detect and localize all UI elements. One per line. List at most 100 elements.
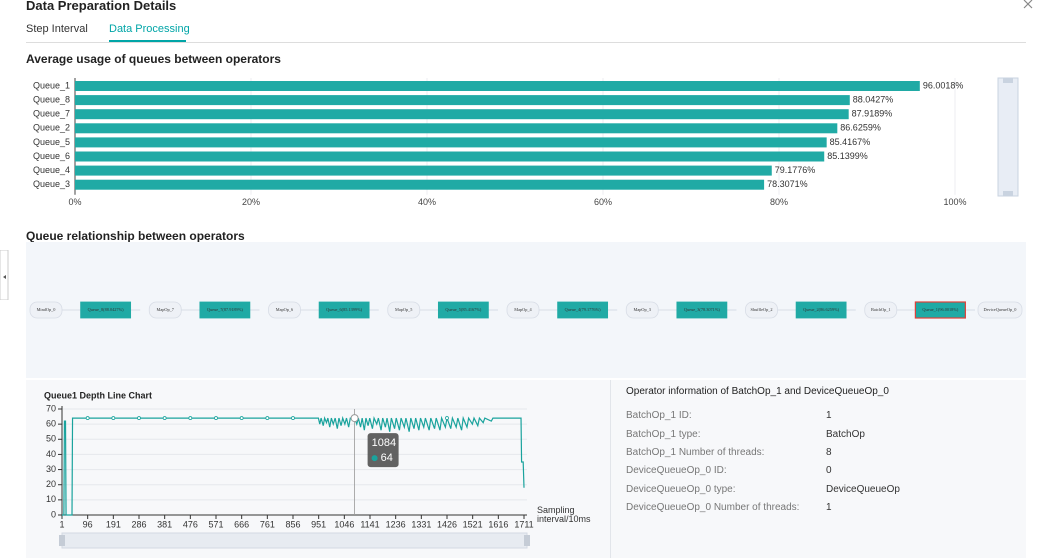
tooltip-point <box>350 414 359 423</box>
queue-node <box>199 301 251 319</box>
tooltip-x: 1084 <box>372 437 396 449</box>
op-node <box>387 301 421 319</box>
node-label: Queue_7(87.9189%) <box>207 307 243 312</box>
value-label: 79.1776% <box>775 165 816 175</box>
line-point <box>265 416 270 420</box>
zoom-handle[interactable] <box>59 535 65 546</box>
info-title: Operator information of BatchOp_1 and De… <box>626 386 889 397</box>
bar <box>75 123 838 134</box>
bottom-panel <box>26 380 1026 558</box>
op-node <box>625 301 659 319</box>
slider-handle[interactable] <box>1003 191 1013 196</box>
line-point <box>214 416 218 420</box>
tab[interactable]: Data Processing <box>109 23 190 35</box>
queue-node <box>557 301 609 319</box>
value-label: 78.3071% <box>767 179 808 189</box>
y-tick-label: 60 <box>46 419 56 429</box>
scroll-slider[interactable] <box>997 77 1019 197</box>
line-point <box>445 416 449 420</box>
slider-handle[interactable] <box>1003 78 1013 83</box>
node-label: MapOp_4 <box>514 307 532 312</box>
op-node <box>506 301 540 319</box>
x-tick-label: 1236 <box>386 519 406 529</box>
bar <box>75 109 849 120</box>
x-tick-label: 476 <box>183 519 198 529</box>
bar <box>75 179 765 190</box>
value-label: 96.0018% <box>923 80 964 90</box>
x-tick-label: 666 <box>234 519 249 529</box>
y-tick-label: 40 <box>46 449 56 459</box>
x-tick-label: 1426 <box>437 519 457 529</box>
line-point <box>239 416 244 420</box>
x-tick-label: 286 <box>131 519 146 529</box>
line-point <box>162 416 167 420</box>
op-node <box>29 301 63 319</box>
info-value: 1 <box>826 410 832 421</box>
side-toggle[interactable] <box>0 250 9 300</box>
node-label: DeviceQueueOp_0 <box>984 307 1017 312</box>
x-tick-label: 1 <box>59 519 64 529</box>
x-tick-label: 1616 <box>488 519 508 529</box>
bar <box>75 165 772 176</box>
x-tick-label: 96 <box>83 519 93 529</box>
op-node <box>864 301 898 319</box>
info-value: 1 <box>826 502 832 513</box>
chart-title: Queue1 Depth Line Chart <box>44 390 152 400</box>
x-tick-label: 100% <box>943 197 966 207</box>
x-tick-label: 1711 <box>514 519 533 529</box>
node-label: MapOp_7 <box>157 307 175 312</box>
info-value: DeviceQueueOp <box>826 484 900 495</box>
zoom-handle[interactable] <box>524 535 530 546</box>
info-label: BatchOp_1 ID: <box>626 410 692 421</box>
x-tick-label: 1046 <box>334 519 354 529</box>
queue-node <box>676 301 728 319</box>
value-label: 85.1399% <box>827 151 868 161</box>
node-label: ShuffleOp_2 <box>750 307 772 312</box>
node-label: Queue_1(96.0018%) <box>922 307 958 312</box>
close-icon[interactable] <box>1022 0 1038 10</box>
tooltip-value: 64 <box>381 452 393 464</box>
info-value: 0 <box>826 465 832 476</box>
x-tick-label: 0% <box>68 197 81 207</box>
x-tick-label: 1521 <box>463 519 483 529</box>
op-node <box>977 301 1023 319</box>
line-series <box>62 415 525 516</box>
queue-node <box>914 301 966 319</box>
page-title: Data Preparation Details <box>26 0 177 13</box>
info-label: DeviceQueueOp_0 type: <box>626 484 736 495</box>
x-tick-label: 381 <box>157 519 172 529</box>
y-tick-label: Queue_3 <box>33 179 70 189</box>
x-tick-label: 80% <box>770 197 788 207</box>
line-point <box>85 416 90 420</box>
line-point <box>137 416 141 420</box>
x-tick-label: 571 <box>208 519 223 529</box>
node-label: MapOp_5 <box>395 307 412 312</box>
bar <box>75 81 920 91</box>
x-tick-label: 40% <box>418 197 436 207</box>
tab[interactable]: Step Interval <box>26 23 88 35</box>
queue-node <box>80 301 132 319</box>
y-tick-label: Queue_1 <box>33 80 70 90</box>
node-label: Queue_3(78.3071%) <box>684 307 720 312</box>
section-title: Average usage of queues between operator… <box>26 52 281 66</box>
x-tick-label: 856 <box>285 519 300 529</box>
node-label: BatchOp_1 <box>871 307 891 312</box>
queue-node <box>795 301 847 319</box>
info-value: 8 <box>826 447 832 458</box>
node-label: MapOp_6 <box>276 307 294 312</box>
y-tick-label: Queue_7 <box>33 109 70 119</box>
x-tick-label: 191 <box>106 519 121 529</box>
y-tick-label: Queue_6 <box>33 151 70 161</box>
x-tick-label: 761 <box>260 519 275 529</box>
node-label: MapOp_3 <box>634 307 651 312</box>
value-label: 88.0427% <box>853 94 894 104</box>
zoom-slider[interactable] <box>61 532 528 549</box>
node-label: Queue_6(85.1399%) <box>326 307 362 312</box>
x-axis-label: Sampling interval/10ms <box>537 505 591 524</box>
line-point <box>188 416 193 420</box>
section-title: Queue relationship between operators <box>26 229 245 243</box>
queue-node <box>318 301 370 319</box>
op-node <box>745 301 778 319</box>
